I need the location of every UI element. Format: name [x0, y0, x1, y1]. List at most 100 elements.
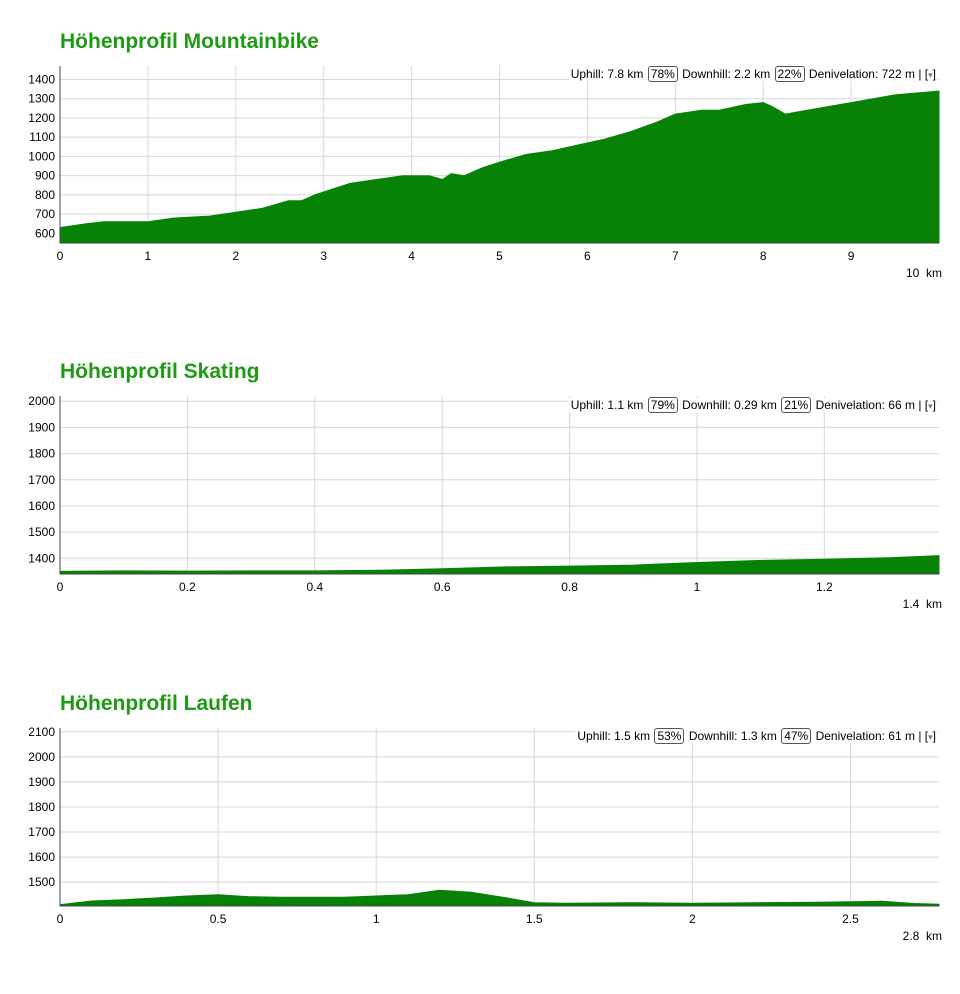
downhill-value: 1.3 km: [740, 729, 777, 743]
menu-open-bracket: | [: [918, 398, 929, 412]
x-tick-label: 6: [584, 249, 591, 263]
y-tick-label: 1400: [28, 551, 55, 565]
downhill-percent-badge: 22%: [774, 66, 805, 82]
laufen-elevation-chart: 1500 1600 1700 1800 1900 2000 2100 0 0.5 1 1.5 2 2.5…: [28, 725, 942, 943]
downhill-value: 0.29 km: [734, 398, 777, 412]
x-tick-label: 0: [57, 912, 64, 926]
denivelation-label: Denivelation:: [815, 398, 885, 412]
profile-laufen: Höhenprofil Laufen 1500 1600 1700 1800 1900 2…: [0, 692, 960, 992]
dropdown-caret-icon: ▾: [928, 70, 933, 80]
denivelation-value: 61 m: [888, 729, 915, 743]
uphill-label: Uphill:: [570, 398, 605, 412]
y-tick-label: 1700: [28, 825, 55, 839]
x-tick-label: 0: [57, 249, 64, 263]
uphill-label: Uphill:: [570, 67, 605, 81]
uphill-value: 7.8 km: [607, 67, 644, 81]
denivelation-value: 722 m: [881, 67, 915, 81]
distance-label: 1.4 km: [903, 597, 942, 611]
x-tick-label: 2.5: [842, 912, 859, 926]
downhill-label: Downhill:: [688, 729, 738, 743]
x-tick-label: 0.4: [306, 580, 323, 594]
chart-menu-button[interactable]: | [▾]: [918, 398, 936, 412]
uphill-percent-badge: 53%: [654, 728, 685, 744]
downhill-percent-badge: 47%: [781, 728, 812, 744]
x-tick-label: 1.5: [526, 912, 543, 926]
chart-menu-button[interactable]: | [▾]: [918, 729, 936, 743]
y-tick-label: 600: [35, 226, 55, 240]
uphill-value: 1.1 km: [607, 398, 644, 412]
y-tick-label: 1300: [28, 92, 55, 106]
y-tick-label: 1900: [28, 420, 55, 434]
x-tick-label: 8: [760, 249, 767, 263]
route-stats: Uphill: 1.1 km 79% Downhill: 0.29 km 21%…: [568, 397, 938, 413]
route-stats: Uphill: 7.8 km 78% Downhill: 2.2 km 22% …: [568, 66, 938, 82]
profile-skating: Höhenprofil Skating 1400 1500 1600 1700 1800…: [0, 360, 960, 660]
x-tick-label: 0.2: [179, 580, 196, 594]
dropdown-caret-icon: ▾: [928, 401, 933, 411]
chart-menu-button[interactable]: | [▾]: [918, 67, 936, 81]
y-tick-label: 2000: [28, 394, 55, 408]
dropdown-caret-icon: ▾: [928, 732, 933, 742]
profile-title: Höhenprofil Skating: [60, 360, 260, 383]
menu-open-bracket: | [: [918, 729, 929, 743]
menu-close-bracket: ]: [932, 398, 936, 412]
x-tick-label: 0.6: [434, 580, 451, 594]
x-tick-label: 7: [672, 249, 679, 263]
y-tick-label: 1100: [29, 130, 55, 144]
profile-mountainbike: Höhenprofil Mountainbike 600 700 800 900 100…: [0, 30, 960, 320]
y-tick-label: 900: [35, 169, 55, 183]
y-tick-label: 1500: [28, 875, 55, 889]
downhill-label: Downhill:: [682, 398, 731, 412]
x-tick-label: 0.5: [210, 912, 227, 926]
profile-title: Höhenprofil Laufen: [60, 692, 253, 715]
distance-label: 10 km: [906, 266, 942, 280]
y-tick-label: 800: [35, 188, 55, 202]
menu-close-bracket: ]: [932, 67, 936, 81]
uphill-percent-badge: 79%: [647, 397, 678, 413]
uphill-label: Uphill:: [577, 729, 611, 743]
y-tick-label: 1600: [28, 850, 55, 864]
profile-title: Höhenprofil Mountainbike: [60, 30, 319, 53]
x-tick-label: 1.2: [816, 580, 833, 594]
x-tick-label: 0.8: [561, 580, 578, 594]
y-tick-label: 1800: [28, 800, 55, 814]
elevation-area: [59, 555, 940, 575]
denivelation-label: Denivelation:: [815, 729, 885, 743]
downhill-percent-badge: 21%: [781, 397, 812, 413]
menu-open-bracket: | [: [918, 67, 929, 81]
y-tick-label: 1000: [28, 149, 55, 163]
denivelation-label: Denivelation:: [808, 67, 879, 81]
x-tick-label: 1: [694, 580, 701, 594]
distance-label: 2.8 km: [903, 929, 942, 943]
y-tick-label: 1600: [28, 499, 55, 513]
uphill-percent-badge: 78%: [647, 66, 678, 82]
x-tick-label: 2: [232, 249, 239, 263]
skating-elevation-chart: 1400 1500 1600 1700 1800 1900 2000 0 0.2 0.4 0.6 0.…: [28, 394, 942, 611]
x-tick-label: 3: [320, 249, 327, 263]
downhill-value: 2.2 km: [734, 67, 771, 81]
y-tick-label: 2100: [28, 725, 55, 739]
y-tick-label: 1800: [28, 447, 55, 461]
x-tick-label: 9: [848, 249, 855, 263]
y-tick-label: 1900: [28, 775, 55, 789]
x-tick-label: 1: [373, 912, 380, 926]
x-tick-label: 4: [408, 249, 415, 263]
x-tick-label: 0: [57, 580, 64, 594]
menu-close-bracket: ]: [932, 729, 936, 743]
elevation-area: [59, 889, 940, 907]
x-tick-label: 2: [689, 912, 696, 926]
y-tick-label: 2000: [28, 750, 55, 764]
y-tick-label: 700: [35, 207, 55, 221]
elevation-area: [59, 90, 940, 244]
x-tick-label: 1: [145, 249, 152, 263]
route-stats: Uphill: 1.5 km 53% Downhill: 1.3 km 47% …: [575, 728, 938, 744]
uphill-value: 1.5 km: [614, 729, 651, 743]
mountainbike-elevation-chart: 600 700 800 900 1000 1100 1200 1300 1400 0 1 2 3 4 5 6 7…: [28, 66, 942, 280]
x-tick-label: 5: [496, 249, 503, 263]
denivelation-value: 66 m: [888, 398, 915, 412]
y-tick-label: 1200: [28, 111, 55, 125]
y-tick-label: 1400: [28, 72, 55, 86]
downhill-label: Downhill:: [682, 67, 731, 81]
y-tick-label: 1700: [28, 473, 55, 487]
y-tick-label: 1500: [28, 525, 55, 539]
